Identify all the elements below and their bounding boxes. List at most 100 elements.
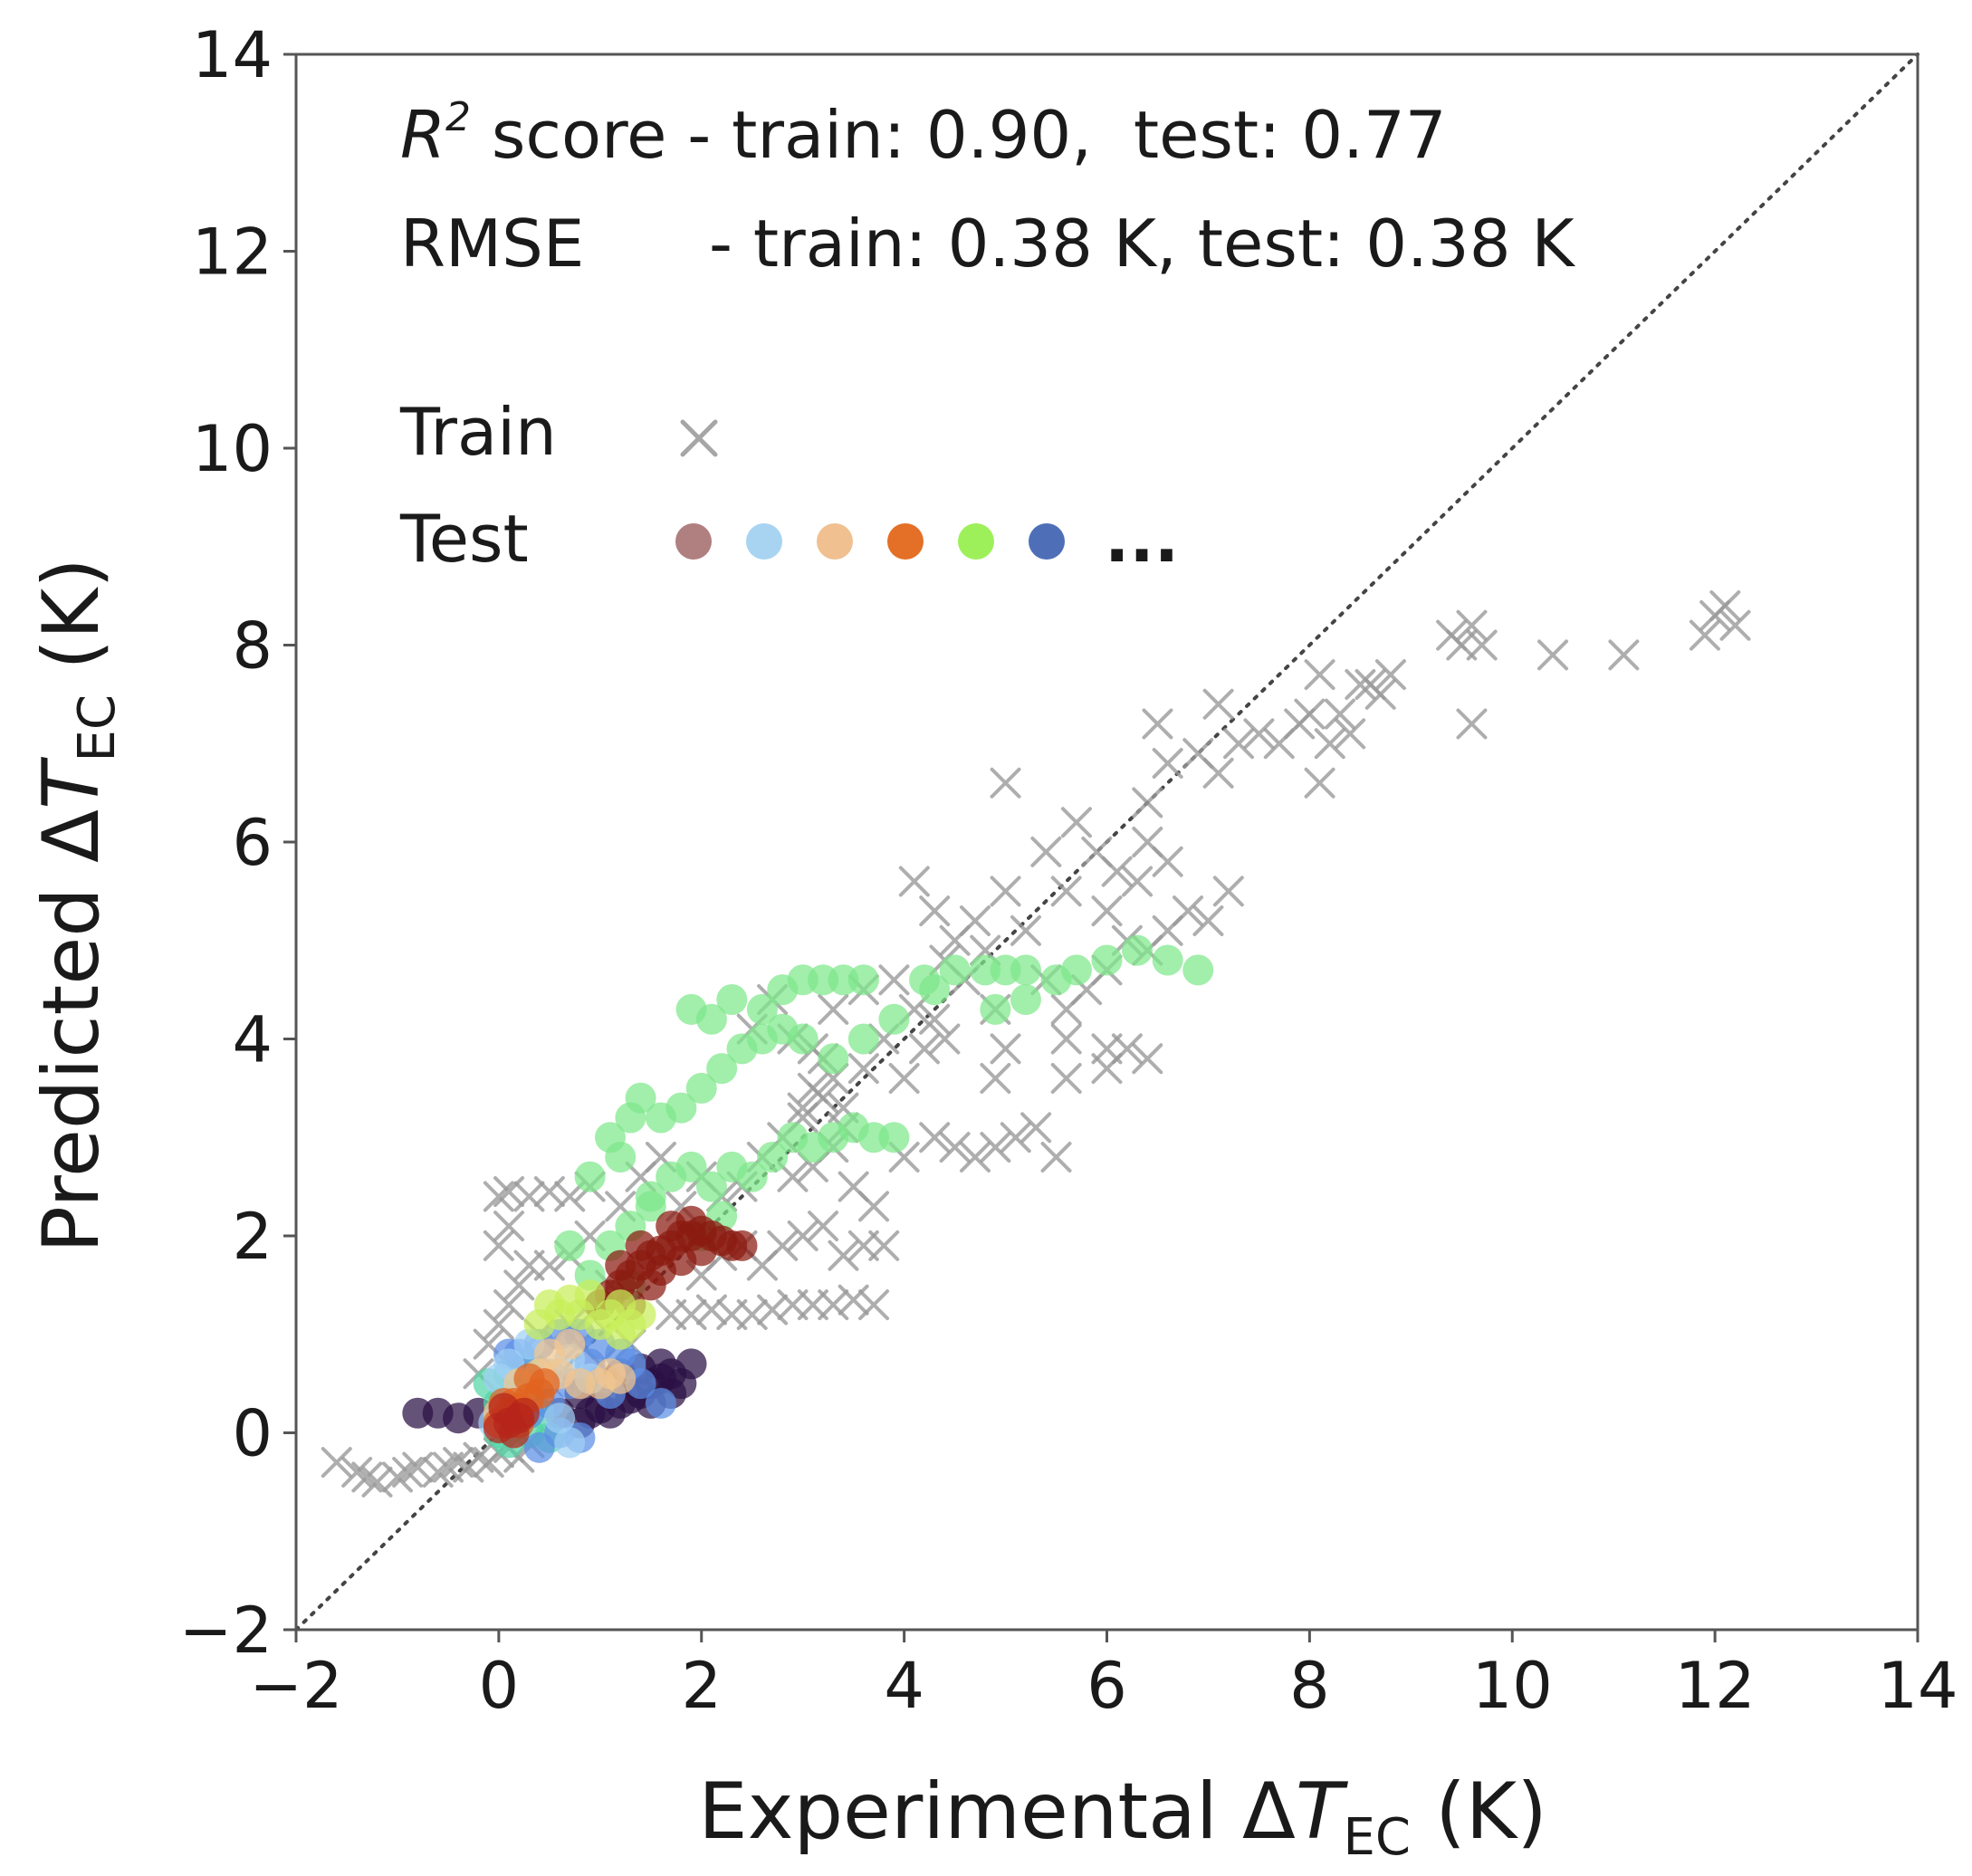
test-point-light-green: [625, 1082, 656, 1114]
train-point: [990, 1033, 1021, 1065]
r2-annotation: R2 score - train: 0.90, test: 0.77: [400, 94, 1447, 173]
legend-test-dot: [887, 523, 924, 560]
train-point: [1101, 856, 1133, 887]
test-point-dark-red: [635, 1269, 666, 1301]
train-point: [1294, 698, 1326, 730]
x-axis-title: Experimental ΔTEC (K): [698, 1766, 1547, 1867]
legend: Train Test ...: [399, 394, 1179, 577]
train-point: [1364, 678, 1396, 710]
train-point: [919, 895, 951, 927]
train-point: [381, 1461, 413, 1493]
train-point: [1324, 698, 1355, 730]
train-point: [1192, 905, 1224, 936]
x-tick-label: −2: [249, 1649, 342, 1723]
test-point-light-green: [675, 1151, 707, 1182]
test-point-dark-red: [656, 1211, 687, 1242]
train-point: [1345, 669, 1376, 700]
test-point-light-green: [574, 1161, 606, 1192]
x-tick-label: 12: [1675, 1649, 1756, 1723]
test-point-light-green: [980, 993, 1011, 1025]
train-point: [1335, 718, 1366, 750]
y-axis-title-sub: EC: [68, 694, 127, 761]
legend-train-label: Train: [399, 394, 557, 470]
legend-test-markers: [675, 523, 1065, 560]
test-point-light-green: [1010, 954, 1041, 986]
y-tick-label: 12: [192, 215, 273, 290]
train-point: [797, 1072, 828, 1104]
train-point: [1537, 639, 1569, 671]
test-point-light-green: [818, 1043, 849, 1075]
test-point-light-green: [695, 1003, 727, 1035]
test-point-yellow-green: [574, 1279, 606, 1311]
train-point: [736, 1299, 768, 1330]
train-point: [392, 1457, 424, 1488]
y-tick-label: −2: [179, 1594, 273, 1668]
train-point: [1314, 728, 1345, 760]
test-point-light-green: [1010, 984, 1041, 1015]
train-point: [919, 1003, 951, 1035]
test-point-light-orange: [595, 1358, 627, 1390]
train-point: [554, 1181, 586, 1212]
train-point: [858, 1289, 890, 1321]
x-axis-title-sub: EC: [1343, 1808, 1410, 1867]
train-point: [1040, 1142, 1072, 1172]
rmse-label: RMSE: [400, 206, 584, 282]
test-point-light-green: [605, 1142, 637, 1172]
train-point: [1020, 1112, 1052, 1144]
y-tick-label: 8: [232, 609, 273, 684]
legend-test-dot: [958, 523, 994, 560]
train-point: [1091, 1033, 1123, 1065]
train-point: [787, 1092, 818, 1124]
train-point: [1050, 1023, 1082, 1055]
x-tick-label: 4: [884, 1649, 924, 1723]
test-points: [402, 934, 1214, 1463]
train-point: [959, 905, 991, 936]
train-point: [493, 1211, 525, 1242]
test-point-light-green: [716, 984, 748, 1015]
train-point: [463, 1441, 494, 1473]
train-point: [1050, 1063, 1082, 1094]
r2-power: 2: [445, 94, 471, 140]
train-point: [898, 866, 930, 897]
train-point: [483, 1181, 514, 1212]
train-point: [533, 1249, 565, 1281]
x-tick-label: 8: [1289, 1649, 1330, 1723]
train-point: [919, 1122, 951, 1153]
train-point: [818, 993, 849, 1025]
train-point: [1173, 895, 1204, 927]
train-point: [321, 1447, 352, 1479]
train-point: [1152, 748, 1183, 779]
y-tick-label: 2: [232, 1200, 273, 1274]
train-point: [838, 1284, 869, 1316]
train-point: [1689, 619, 1720, 651]
train-point: [402, 1451, 434, 1483]
train-point: [868, 1230, 900, 1261]
rmse-text: - train: 0.38 K, test: 0.38 K: [709, 206, 1575, 282]
train-point: [1132, 1043, 1163, 1075]
test-point-light-green: [787, 1023, 818, 1055]
train-point: [483, 1230, 514, 1261]
train-point: [361, 1466, 393, 1498]
test-point-light-green: [878, 1003, 910, 1035]
x-axis-title-suffix: (K): [1411, 1766, 1547, 1857]
test-point-red-brown: [508, 1397, 540, 1429]
legend-test-dot: [675, 523, 712, 560]
train-point: [533, 1176, 565, 1208]
test-point-light-green: [847, 1023, 879, 1055]
test-point-dark-purple: [675, 1348, 707, 1380]
y-tick-label: 4: [232, 1003, 273, 1077]
train-point: [990, 876, 1021, 907]
test-point-light-green: [878, 1122, 910, 1153]
train-point: [1152, 846, 1183, 877]
test-point-light-green: [939, 954, 971, 986]
train-point: [1699, 599, 1731, 631]
r2-text: score - train: 0.90, test: 0.77: [471, 97, 1447, 173]
test-point-orange: [513, 1363, 545, 1394]
test-point-yellow-green: [533, 1289, 565, 1321]
test-point-light-green: [685, 1072, 717, 1104]
train-point: [808, 1211, 839, 1242]
train-point: [1304, 659, 1335, 691]
y-tick-labels: −2 0 2 4 6 8 10 12 14: [179, 18, 273, 1668]
train-point: [1304, 767, 1335, 799]
